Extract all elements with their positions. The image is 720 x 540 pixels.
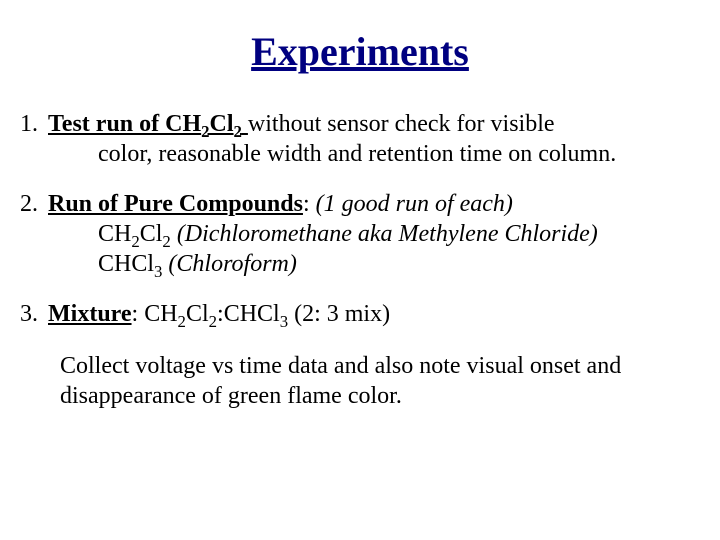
item-3-lead: Mixture <box>48 301 132 327</box>
formula-text: CH <box>144 301 177 327</box>
item-2-line-1: 2. Run of Pure Compounds: (1 good run of… <box>20 189 700 219</box>
compound-line: CH2Cl2 (Dichloromethane aka Methylene Ch… <box>98 219 700 249</box>
formula-sub: 2 <box>178 312 186 331</box>
item-2-lead: Run of Pure Compounds <box>48 191 303 217</box>
formula-sub: 2 <box>201 122 209 141</box>
formula-text: CH <box>98 221 131 247</box>
item-2-italic-tail: (1 good run of each) <box>316 191 513 217</box>
item-3-after-lead: : <box>132 301 145 327</box>
closing-note: Collect voltage vs time data and also no… <box>60 351 700 411</box>
compound-line: CHCl3 (Chloroform) <box>98 249 700 279</box>
item-1-lead: Test run of CH2Cl2 <box>48 111 248 137</box>
item-1-cont: color, reasonable width and retention ti… <box>98 139 700 169</box>
item-2-after-lead: : <box>303 191 316 217</box>
formula-sub: 2 <box>234 122 242 141</box>
list-item: 3. Mixture: CH2Cl2:CHCl3 (2: 3 mix) <box>20 299 700 329</box>
item-number: 1. <box>20 109 42 139</box>
item-number: 2. <box>20 189 42 219</box>
formula-colon: : <box>217 301 224 327</box>
formula-text: Test run of CH <box>48 111 201 137</box>
formula-sub: 3 <box>280 312 288 331</box>
formula-text: CHCl <box>98 251 154 277</box>
item-1-tail: without sensor check for visible <box>248 111 555 137</box>
formula-text: Cl <box>186 301 209 327</box>
list-item: 1. Test run of CH2Cl2 without sensor che… <box>20 109 700 169</box>
item-3-line-1: 3. Mixture: CH2Cl2:CHCl3 (2: 3 mix) <box>20 299 700 329</box>
item-1-line-1: 1. Test run of CH2Cl2 without sensor che… <box>20 109 700 139</box>
formula-sub: 2 <box>131 232 139 251</box>
slide-container: Experiments 1. Test run of CH2Cl2 withou… <box>0 0 720 540</box>
formula-text: CHCl <box>224 301 280 327</box>
formula-sub: 2 <box>209 312 217 331</box>
list-item: 2. Run of Pure Compounds: (1 good run of… <box>20 189 700 279</box>
page-title: Experiments <box>20 28 700 75</box>
ratio-note: (2: 3 mix) <box>288 301 390 327</box>
compound-name: (Chloroform) <box>162 251 296 277</box>
compound-name: (Dichloromethane aka Methylene Chloride) <box>171 221 598 247</box>
formula-text: Cl <box>210 111 234 137</box>
formula-text: Cl <box>140 221 163 247</box>
item-number: 3. <box>20 299 42 329</box>
formula-sub: 2 <box>162 232 170 251</box>
